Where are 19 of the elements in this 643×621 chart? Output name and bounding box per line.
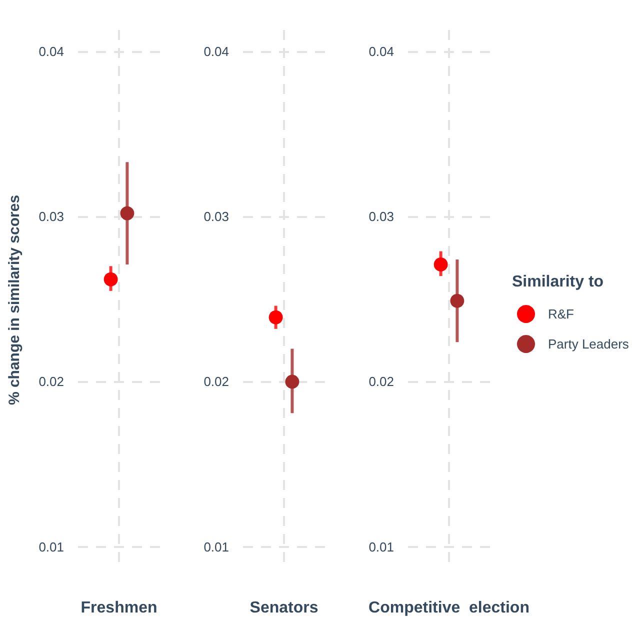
legend-title: Similarity to	[512, 274, 604, 290]
y-tick-label: 0.03	[368, 209, 394, 224]
x-axis-title: Competitive election	[368, 600, 530, 616]
y-tick-label: 0.01	[368, 539, 394, 554]
legend-label: R&F	[548, 306, 574, 322]
y-tick-label: 0.01	[38, 539, 64, 554]
y-tick-label: 0.01	[204, 539, 229, 554]
y-tick-label: 0.04	[368, 44, 394, 59]
y-tick-label: 0.03	[204, 209, 229, 224]
y-tick-label: 0.03	[38, 209, 64, 224]
x-axis-title: Freshmen	[80, 600, 158, 616]
y-tick-label: 0.02	[38, 374, 64, 390]
y-tick-label: 0.04	[204, 44, 229, 59]
y-tick-label: 0.04	[38, 44, 64, 59]
legend-label: Party Leaders	[548, 336, 630, 352]
y-tick-label: 0.02	[204, 374, 229, 390]
y-axis-title: % change in similarity scores	[6, 194, 23, 406]
y-tick-label: 0.02	[368, 374, 394, 390]
x-axis-title: Senators	[250, 600, 318, 616]
